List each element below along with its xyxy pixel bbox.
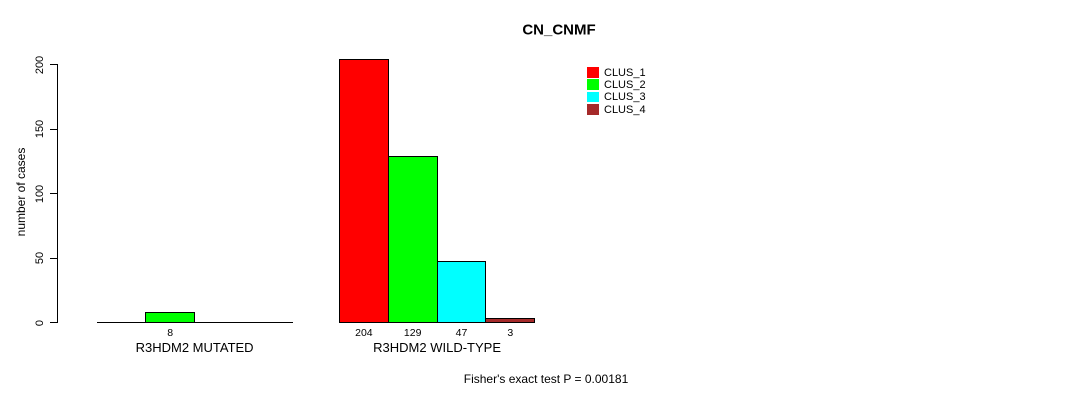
chart-title: CN_CNMF	[522, 21, 596, 39]
bar-value-label: 47	[455, 327, 468, 339]
y-tick-label: 50	[33, 251, 46, 265]
bar-clus_2	[387, 155, 438, 323]
bar-value-label: 204	[355, 327, 373, 339]
legend-swatch-clus_4	[587, 104, 599, 115]
legend-label-clus_3: CLUS_3	[604, 91, 646, 104]
legend-swatch-clus_2	[587, 79, 599, 90]
y-tick-mark	[50, 193, 57, 194]
legend-label-clus_4: CLUS_4	[604, 103, 646, 116]
legend-swatch-clus_1	[587, 67, 599, 78]
bar-clus_1	[339, 58, 389, 323]
y-tick-mark	[50, 257, 57, 259]
x-category-label: R3HDM2 WILD-TYPE	[373, 340, 502, 355]
bar-value-label: 8	[167, 327, 174, 339]
bar-clus_2	[145, 311, 196, 323]
x-category-label: R3HDM2 MUTATED	[135, 340, 254, 355]
y-axis-title: number of cases	[14, 147, 28, 237]
y-tick-label: 200	[33, 55, 46, 74]
y-tick-label: 150	[33, 119, 46, 139]
bar-value-label: 3	[507, 327, 514, 339]
bar-value-label: 129	[403, 327, 422, 339]
y-tick-mark	[50, 128, 57, 130]
bar-clus_3	[436, 261, 487, 323]
bar-clus_4	[485, 318, 536, 323]
y-tick-mark	[50, 322, 57, 323]
y-tick-label: 0	[33, 319, 46, 326]
legend-label-clus_2: CLUS_2	[604, 78, 646, 91]
legend-label-clus_1: CLUS_1	[604, 66, 646, 79]
y-tick-label: 100	[33, 184, 46, 203]
y-tick-mark	[50, 64, 57, 65]
legend-swatch-clus_3	[587, 91, 599, 103]
y-axis-line	[57, 64, 58, 323]
statistical-test-footnote: Fisher's exact test P = 0.00181	[463, 372, 629, 386]
